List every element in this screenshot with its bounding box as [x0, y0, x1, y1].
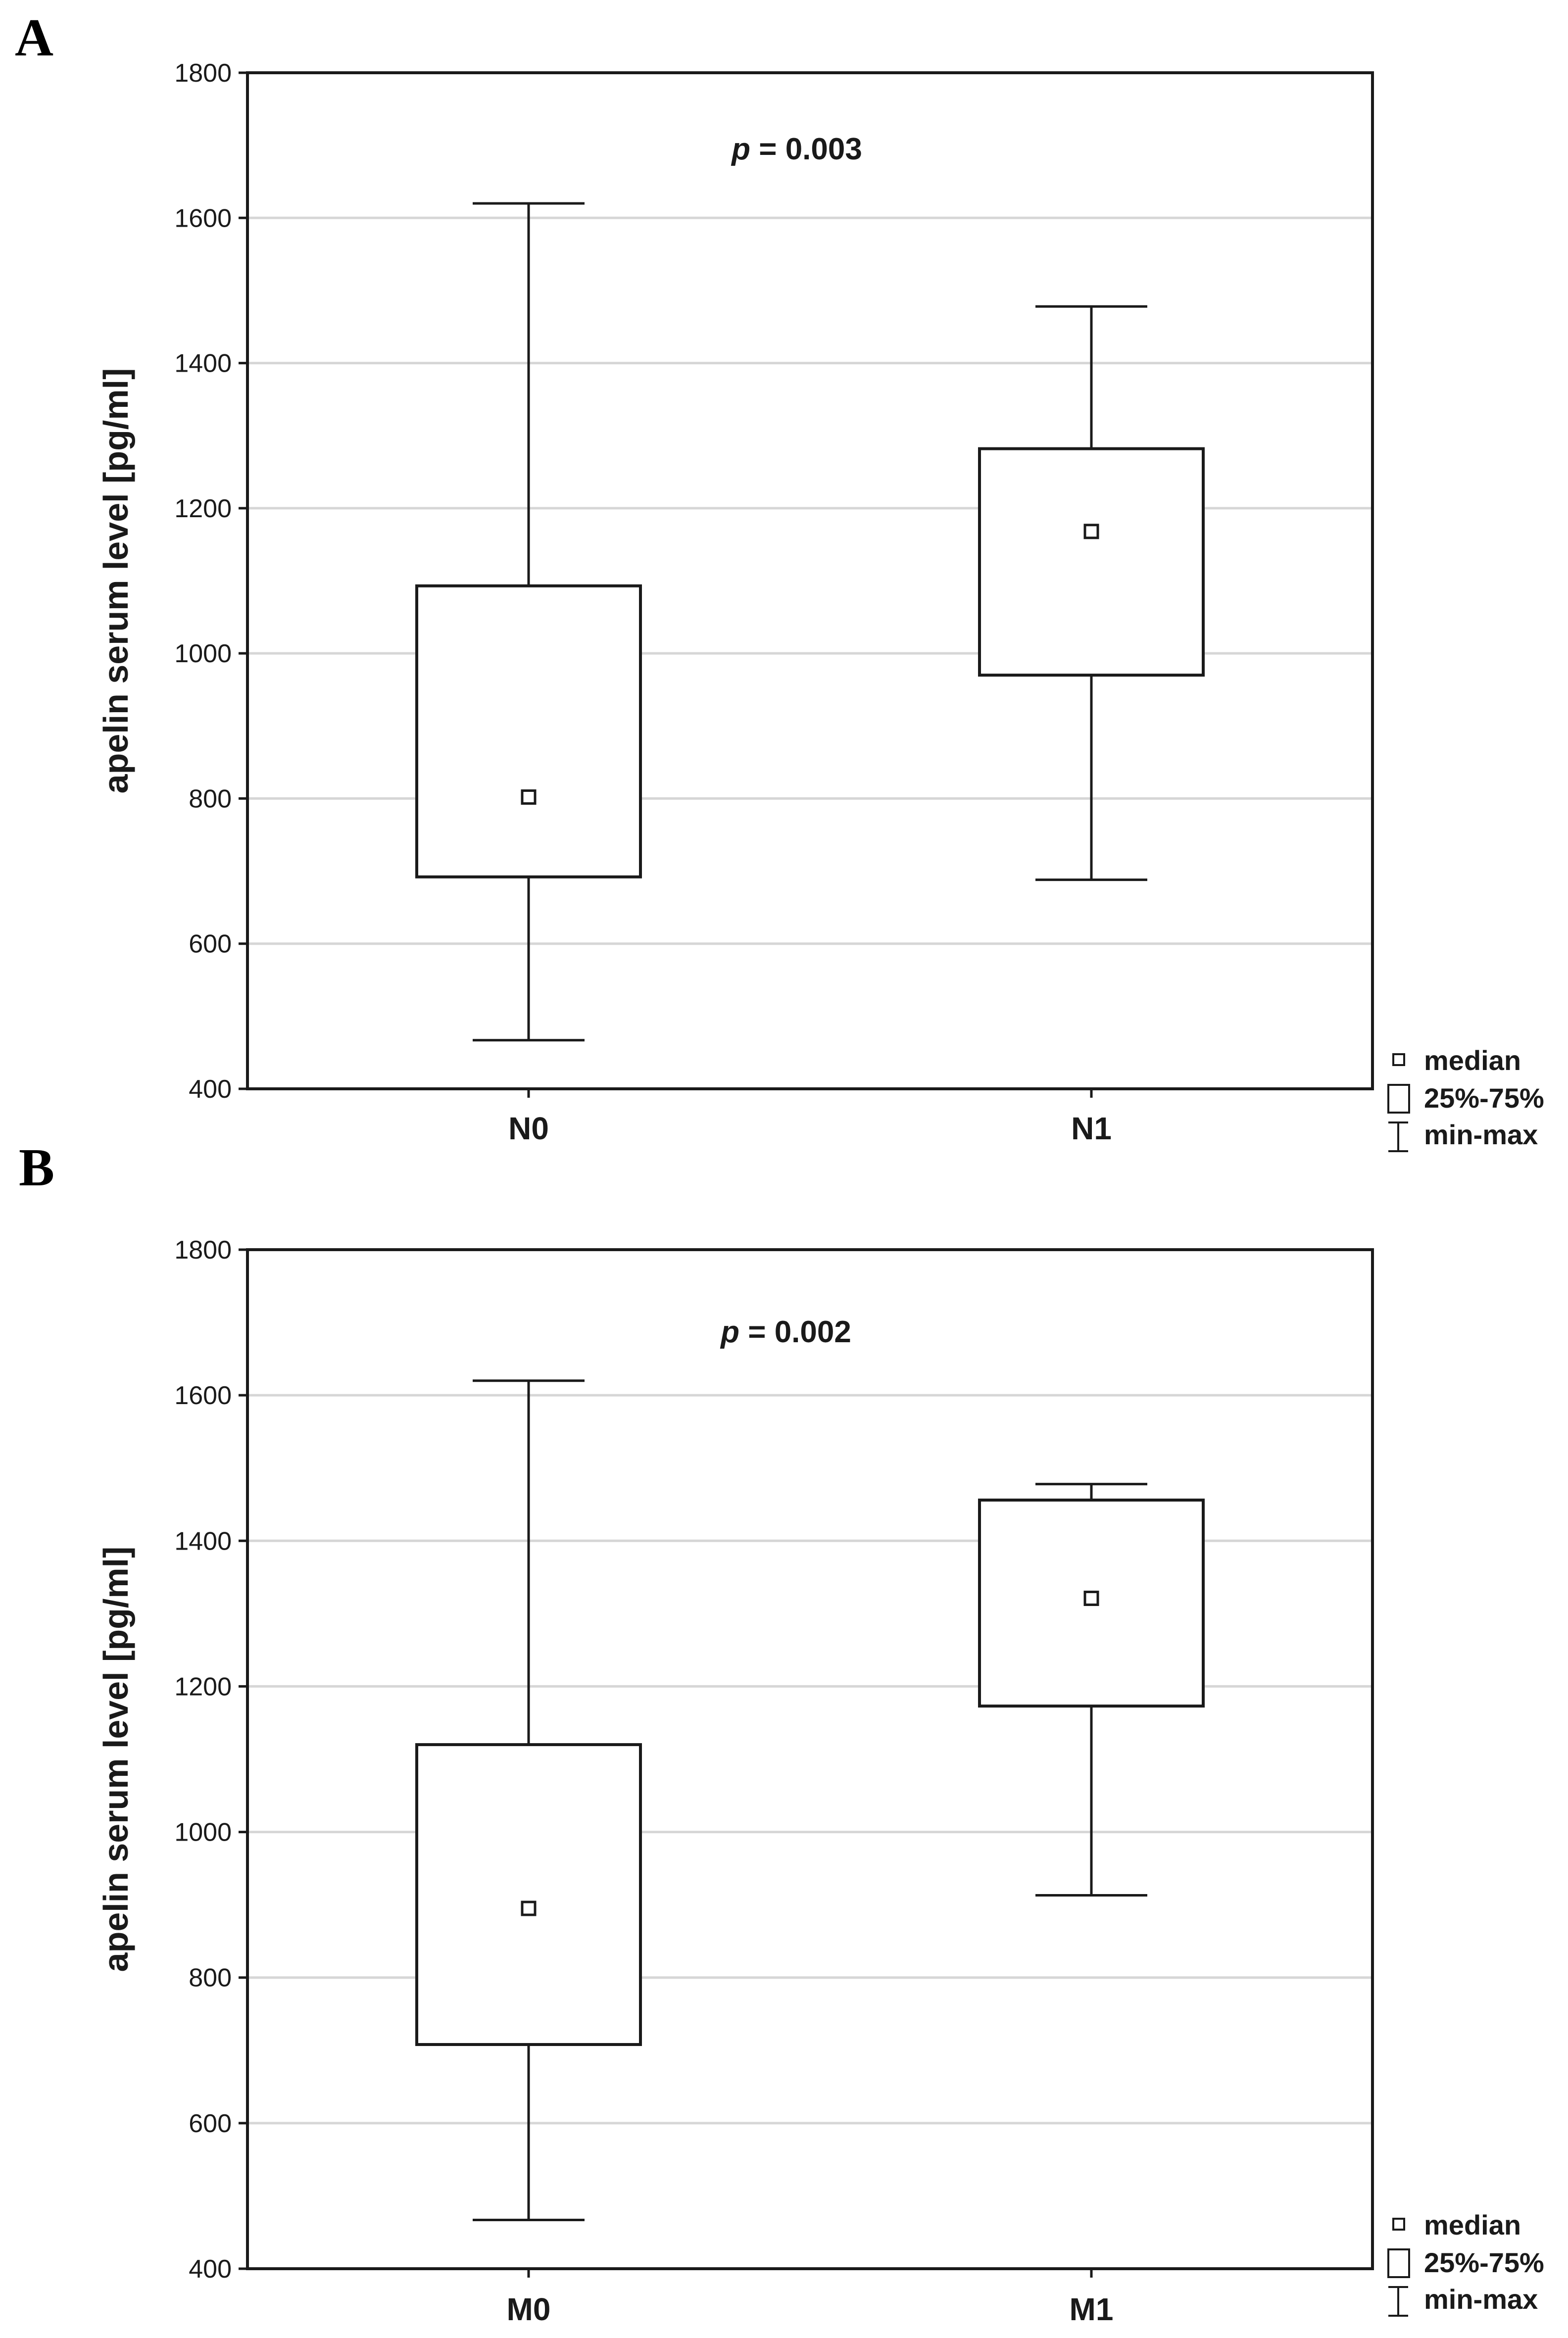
y-tick-label: 1000 — [174, 1818, 232, 1847]
p-value-text: = 0.002 — [739, 1315, 851, 1349]
y-tick-label: 800 — [189, 784, 232, 813]
y-tick-label: 1800 — [174, 59, 232, 88]
y-tick-label: 1400 — [174, 349, 232, 378]
legend-median-icon — [1392, 1053, 1405, 1066]
category-label: N1 — [1071, 1111, 1112, 1146]
p-symbol: p — [731, 132, 750, 166]
iqr-box — [415, 584, 642, 878]
y-tick-label: 1600 — [174, 1381, 232, 1410]
plot-frame — [246, 1248, 1374, 2270]
median-marker — [1083, 524, 1099, 539]
y-tick-label: 1400 — [174, 1527, 232, 1556]
p-value-text: = 0.003 — [750, 132, 862, 166]
category-label: M1 — [1070, 2291, 1114, 2327]
plot-frame — [246, 71, 1374, 1090]
iqr-box — [415, 1743, 642, 2046]
iqr-box — [978, 447, 1205, 677]
category-label: M0 — [507, 2291, 551, 2327]
legend-box-icon — [1387, 1084, 1410, 1114]
y-tick-label: 800 — [189, 1964, 232, 1993]
panel-letter: A — [15, 8, 53, 67]
y-tick-label: 1800 — [174, 1236, 232, 1265]
legend-whisker-label: min-max — [1424, 2284, 1538, 2315]
p-value-annotation: p = 0.002 — [720, 1315, 851, 1349]
box-n1: N1 — [978, 305, 1205, 1146]
panel-a: A 400 600 800 1000 1200 1400 1600 1800 apelin ser… — [15, 8, 1544, 1152]
y-tick-label: 600 — [189, 2109, 232, 2138]
box-m0: M0 — [415, 1379, 642, 2327]
legend-median-icon — [1392, 2218, 1405, 2231]
y-tick-label: 400 — [189, 2255, 232, 2284]
y-tick-label: 600 — [189, 930, 232, 959]
legend-median-label: median — [1424, 2209, 1521, 2241]
legend-whisker-label: min-max — [1424, 1119, 1538, 1150]
y-axis-label: apelin serum level [pg/ml] — [97, 368, 135, 794]
category-label: N0 — [508, 1111, 549, 1146]
legend-median-label: median — [1424, 1045, 1521, 1076]
y-tick-label: 1600 — [174, 204, 232, 233]
median-marker — [521, 1900, 537, 1916]
y-tick-label: 400 — [189, 1075, 232, 1104]
y-axis-label: apelin serum level [pg/ml] — [97, 1547, 135, 1972]
legend-box-icon — [1387, 2248, 1410, 2278]
y-tick-label: 1200 — [174, 494, 232, 523]
p-symbol: p — [720, 1315, 739, 1349]
legend: median 25%-75% min-max — [1387, 1045, 1544, 1152]
median-marker — [1083, 1590, 1099, 1606]
legend-box-label: 25%-75% — [1424, 1082, 1544, 1114]
legend: median 25%-75% min-max — [1387, 2209, 1544, 2317]
panel-letter: B — [19, 1138, 54, 1197]
box-n0: N0 — [415, 202, 642, 1146]
panel-b: B 400 600 800 1000 1200 1400 1600 1800 apelin ser… — [19, 1138, 1544, 2327]
legend-box-label: 25%-75% — [1424, 2247, 1544, 2278]
p-value-annotation: p = 0.003 — [731, 132, 862, 166]
median-marker — [521, 789, 537, 805]
y-tick-label: 1000 — [174, 639, 232, 668]
box-m1: M1 — [978, 1483, 1205, 2327]
y-tick-label: 1200 — [174, 1672, 232, 1701]
